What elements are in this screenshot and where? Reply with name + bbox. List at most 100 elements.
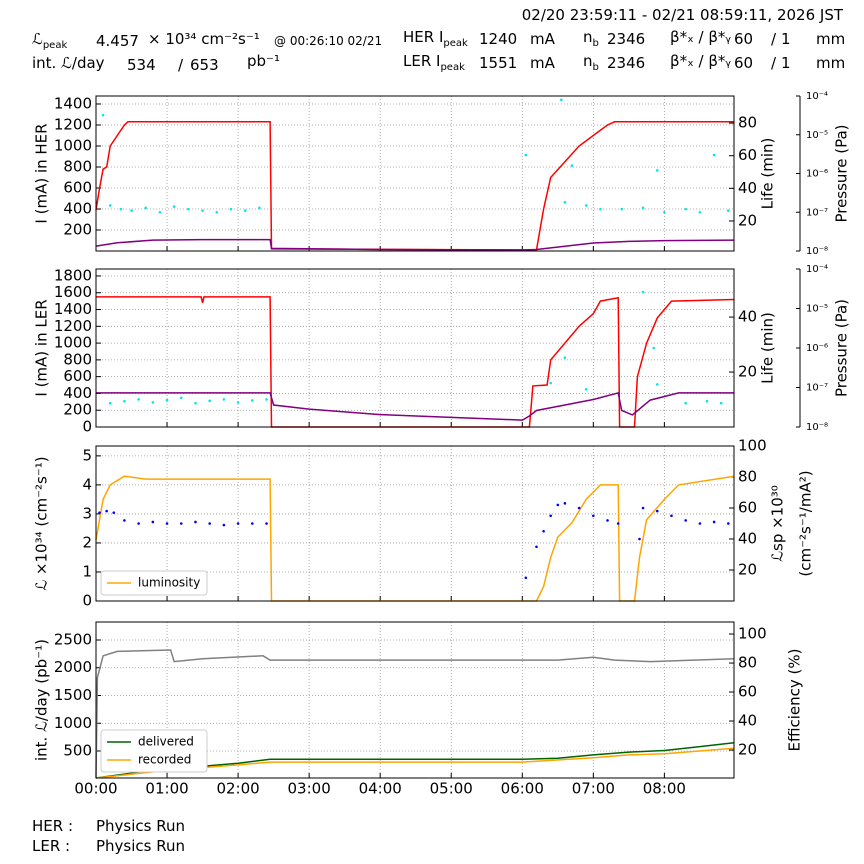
point [570,164,574,167]
y3-tick-label: 10⁻⁷ [806,383,828,394]
y2-tick-label: 40 [738,712,757,730]
sub: b [592,62,599,73]
beta-y: 1 [781,54,791,72]
point [98,511,101,514]
point [194,401,197,405]
beta-x: 60 [734,30,754,48]
y3-label: Pressure (Pa) [833,124,851,222]
x-tick-label: 06:00 [501,780,544,798]
y2-tick-label: 60 [738,499,757,517]
series-line [95,475,735,602]
ring-current: 1240 [479,30,518,48]
beta-unit: mm [816,30,846,48]
y2-tick-label: 40 [738,530,757,548]
chart: 2004006008001000120014002040608010⁻⁸10⁻⁷… [33,91,851,800]
point [123,519,126,522]
point [243,209,247,212]
point [670,514,673,518]
point [641,506,645,510]
point [655,509,659,513]
point [179,396,183,400]
ring-unit: mA [530,54,555,72]
y-tick-label: 1200 [54,317,92,335]
point [236,522,240,525]
point [705,399,709,403]
point [684,207,687,211]
int-unit: pb⁻¹ [247,52,280,70]
point [584,204,588,207]
y-tick-label: 1000 [54,334,92,352]
y-tick-label: 600 [63,178,92,196]
legend-label: delivered [138,735,194,749]
point [165,398,169,402]
point [222,523,226,527]
y2-tick-label: 60 [738,683,757,701]
legend-label: recorded [138,753,191,767]
point [549,514,552,518]
point [542,529,545,533]
y2-tick-label: 40 [738,179,757,197]
point [251,522,254,525]
point [684,401,687,405]
y3-tick-label: 10⁻⁸ [806,422,828,433]
y-tick-label: 400 [63,384,92,402]
point [655,169,659,172]
sub: peak [440,62,465,73]
point [265,522,268,525]
y-tick-label: 600 [63,367,92,385]
point [158,210,162,214]
point [101,113,105,117]
ring-label: HER Ipeak [403,28,468,49]
sub: b [592,38,599,49]
y-tick-label: 2000 [54,658,92,676]
x-tick-label: 05:00 [430,780,473,798]
label: LER I [403,52,441,70]
point [663,210,666,214]
point [179,522,183,525]
point [655,383,659,386]
y-label: I (mA) in HER [33,123,51,223]
point [563,356,567,359]
point [524,153,528,157]
plot-frame [95,95,735,252]
plot-frame [95,621,735,779]
y2-label: ℒsp ×10³⁰ [769,485,787,562]
y-tick-label: 1800 [54,266,92,284]
y-tick-label: 0 [82,418,92,436]
point [108,204,112,207]
beta-x: 60 [734,54,754,72]
point [727,209,730,212]
nb-label: nb [583,28,599,49]
point [105,509,108,513]
beta-sep: / [771,30,777,48]
plot-frame [95,445,735,602]
y2-label: (cm⁻²s⁻¹/mA²) [797,470,815,576]
y3-tick-label: 10⁻⁶ [806,343,828,354]
y-tick-label: 1000 [54,136,92,154]
y3-tick-label: 10⁻⁷ [806,207,828,218]
y-tick-label: 1400 [54,94,92,112]
lumi-unit: × 10³⁴ cm⁻²s⁻¹ [148,30,260,48]
beta-y: 1 [781,30,791,48]
point [712,153,716,157]
point [524,576,528,580]
point [638,537,641,541]
y2-tick-label: 80 [738,114,757,132]
y-tick-label: 1600 [54,283,92,301]
footer-mode: Physics Run [96,817,186,835]
y-tick-label: 1200 [54,115,92,133]
time-range: 02/20 23:59:11 - 02/21 08:59:11, 2026 JS… [521,6,843,24]
beta-label: β*ₓ / β*ᵧ [670,52,731,70]
y-tick-label: 2500 [54,630,92,648]
y3-label: Pressure (Pa) [833,299,851,397]
footer-mode: Physics Run [96,837,186,855]
int-delivered: 534 [127,56,156,74]
beta-unit: mm [816,54,846,72]
ring-bunches: 2346 [607,54,646,72]
point [606,519,609,522]
point [698,522,702,525]
series-line [96,391,734,421]
point [222,398,226,401]
point [151,401,155,404]
